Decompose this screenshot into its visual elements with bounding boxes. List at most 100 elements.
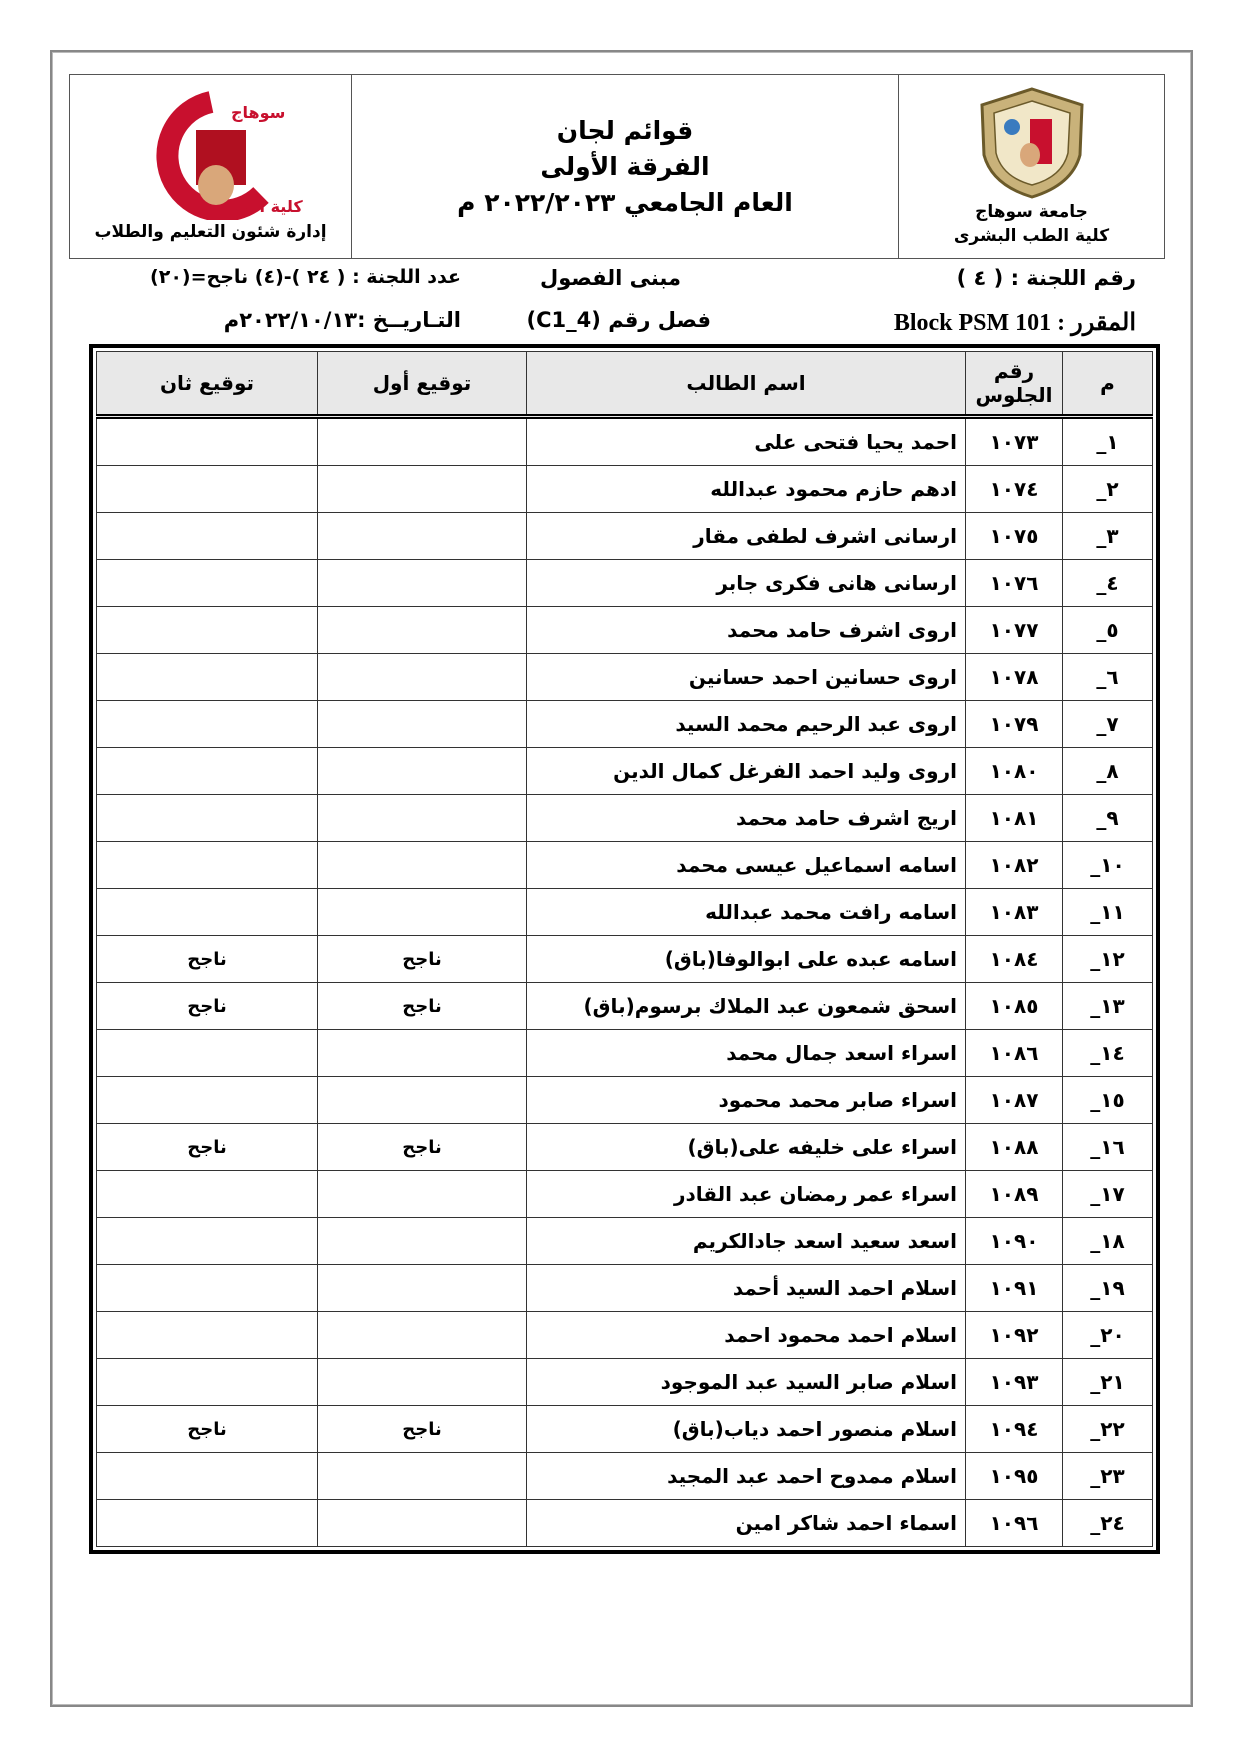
- first-signature: [317, 700, 527, 748]
- table-row: ٣_ ١٠٧٥ ارسانى اشرف لطفى مقار: [96, 512, 1153, 560]
- table-row: ٢٣_ ١٠٩٥ اسلام ممدوح احمد عبد المجيد: [96, 1452, 1153, 1500]
- seat-number: ١٠٩٥: [965, 1452, 1063, 1500]
- first-signature: [317, 794, 527, 842]
- second-signature: [96, 1170, 318, 1218]
- seat-number: ١٠٨١: [965, 794, 1063, 842]
- header-first-signature: توقيع أول: [317, 351, 527, 419]
- svg-text:سوهاج: سوهاج: [231, 103, 285, 122]
- second-signature: [96, 1264, 318, 1312]
- first-signature: [317, 1499, 527, 1547]
- table-row: ٩_ ١٠٨١ اريج اشرف حامد محمد: [96, 794, 1153, 842]
- svg-text:كلية الطب: كلية الطب: [221, 197, 303, 216]
- row-index: ١٦_: [1062, 1123, 1153, 1171]
- table-row: ١٨_ ١٠٩٠ اسعد سعيد اسعد جادالكريم: [96, 1217, 1153, 1265]
- student-name: اسامه رافت محمد عبدالله: [526, 888, 966, 936]
- student-name: اروى عبد الرحيم محمد السيد: [526, 700, 966, 748]
- exam-date: التـاريــخ :٢٠٢٢/١٠/١٣م: [223, 308, 461, 332]
- row-index: ١٥_: [1062, 1076, 1153, 1124]
- seat-number: ١٠٩٠: [965, 1217, 1063, 1265]
- student-name: اسامه عبده على ابوالوفا(باق): [526, 935, 966, 983]
- table-row: ٢١_ ١٠٩٣ اسلام صابر السيد عبد الموجود: [96, 1358, 1153, 1406]
- second-signature: [96, 1311, 318, 1359]
- second-signature: [96, 747, 318, 795]
- table-row: ٧_ ١٠٧٩ اروى عبد الرحيم محمد السيد: [96, 700, 1153, 748]
- student-name: ادهم حازم محمود عبدالله: [526, 465, 966, 513]
- row-index: ٥_: [1062, 606, 1153, 654]
- first-signature: [317, 1217, 527, 1265]
- first-signature: ناجح: [317, 1123, 527, 1171]
- second-signature: [96, 416, 318, 466]
- row-index: ١٨_: [1062, 1217, 1153, 1265]
- first-signature: [317, 416, 527, 466]
- row-index: ١٠_: [1062, 841, 1153, 889]
- first-signature: ناجح: [317, 982, 527, 1030]
- second-signature: [96, 888, 318, 936]
- row-index: ٢٣_: [1062, 1452, 1153, 1500]
- second-signature: [96, 700, 318, 748]
- title-line-2: الفرقة الأولى: [540, 151, 710, 181]
- page-border: [50, 50, 1193, 1707]
- seat-number: ١٠٨٢: [965, 841, 1063, 889]
- committee-number: رقم اللجنة : ( ٤ ): [956, 266, 1136, 290]
- row-index: ١٩_: [1062, 1264, 1153, 1312]
- department-name: إدارة شئون التعليم والطلاب: [94, 221, 327, 242]
- table-row: ٢٠_ ١٠٩٢ اسلام احمد محمود احمد: [96, 1311, 1153, 1359]
- table-row: ١٣_ ١٠٨٥ اسحق شمعون عبد الملاك برسوم(باق) ن…: [96, 982, 1153, 1030]
- header-second-signature: توقيع ثان: [96, 351, 318, 419]
- table-row: ١٢_ ١٠٨٤ اسامه عبده على ابوالوفا(باق) ناجح ن…: [96, 935, 1153, 983]
- student-name: اسحق شمعون عبد الملاك برسوم(باق): [526, 982, 966, 1030]
- first-signature: [317, 559, 527, 607]
- first-signature: [317, 1264, 527, 1312]
- seat-number: ١٠٨٧: [965, 1076, 1063, 1124]
- row-index: ١٣_: [1062, 982, 1153, 1030]
- table-row: ٦_ ١٠٧٨ اروى حسانين احمد حسانين: [96, 653, 1153, 701]
- row-index: ٧_: [1062, 700, 1153, 748]
- table-row: ١٤_ ١٠٨٦ اسراء اسعد جمال محمد: [96, 1029, 1153, 1077]
- seat-number: ١٠٨٤: [965, 935, 1063, 983]
- row-index: ٤_: [1062, 559, 1153, 607]
- second-signature: [96, 1452, 318, 1500]
- student-name: ارسانى هانى فكرى جابر: [526, 559, 966, 607]
- row-index: ١٧_: [1062, 1170, 1153, 1218]
- table-row: ١١_ ١٠٨٣ اسامه رافت محمد عبدالله: [96, 888, 1153, 936]
- first-signature: [317, 841, 527, 889]
- seat-number: ١٠٨٥: [965, 982, 1063, 1030]
- row-index: ٨_: [1062, 747, 1153, 795]
- second-signature: [96, 1358, 318, 1406]
- row-index: ٣_: [1062, 512, 1153, 560]
- table-row: ٢_ ١٠٧٤ ادهم حازم محمود عبدالله: [96, 465, 1153, 513]
- first-signature: ناجح: [317, 1405, 527, 1453]
- row-index: ١_: [1062, 416, 1153, 466]
- student-name: اسلام احمد السيد أحمد: [526, 1264, 966, 1312]
- students-table: م رقم الجلوس اسم الطالب توقيع أول توقيع …: [89, 344, 1160, 1554]
- second-signature: ناجح: [96, 935, 318, 983]
- student-name: اسلام احمد محمود احمد: [526, 1311, 966, 1359]
- table-row: ٢٢_ ١٠٩٤ اسلام منصور احمد دياب(باق) ناجح ناج…: [96, 1405, 1153, 1453]
- table-row: ٥_ ١٠٧٧ اروى اشرف حامد محمد: [96, 606, 1153, 654]
- seat-number: ١٠٧٧: [965, 606, 1063, 654]
- first-signature: [317, 1452, 527, 1500]
- header-right: جامعة سوهاج كلية الطب البشرى: [899, 75, 1164, 258]
- student-name: اسراء صابر محمد محمود: [526, 1076, 966, 1124]
- seat-number: ١٠٧٨: [965, 653, 1063, 701]
- second-signature: [96, 606, 318, 654]
- row-index: ١١_: [1062, 888, 1153, 936]
- document-header: سوهاج كلية الطب إدارة شئون التعليم والطل…: [69, 74, 1165, 259]
- row-index: ١٤_: [1062, 1029, 1153, 1077]
- seat-number: ١٠٧٦: [965, 559, 1063, 607]
- row-index: ٢٠_: [1062, 1311, 1153, 1359]
- first-signature: [317, 1170, 527, 1218]
- seat-number: ١٠٧٩: [965, 700, 1063, 748]
- title-line-3: العام الجامعي ٢٠٢٢/٢٠٢٣ م: [457, 187, 793, 217]
- student-name: اسراء اسعد جمال محمد: [526, 1029, 966, 1077]
- second-signature: [96, 1029, 318, 1077]
- student-name: اسلام ممدوح احمد عبد المجيد: [526, 1452, 966, 1500]
- second-signature: [96, 1076, 318, 1124]
- row-index: ٢٤_: [1062, 1499, 1153, 1547]
- second-signature: [96, 841, 318, 889]
- university-name: جامعة سوهاج: [975, 202, 1088, 222]
- course: المقرر : Block PSM 101: [893, 310, 1136, 336]
- first-signature: [317, 1358, 527, 1406]
- first-signature: [317, 465, 527, 513]
- header-left: سوهاج كلية الطب إدارة شئون التعليم والطل…: [70, 75, 352, 258]
